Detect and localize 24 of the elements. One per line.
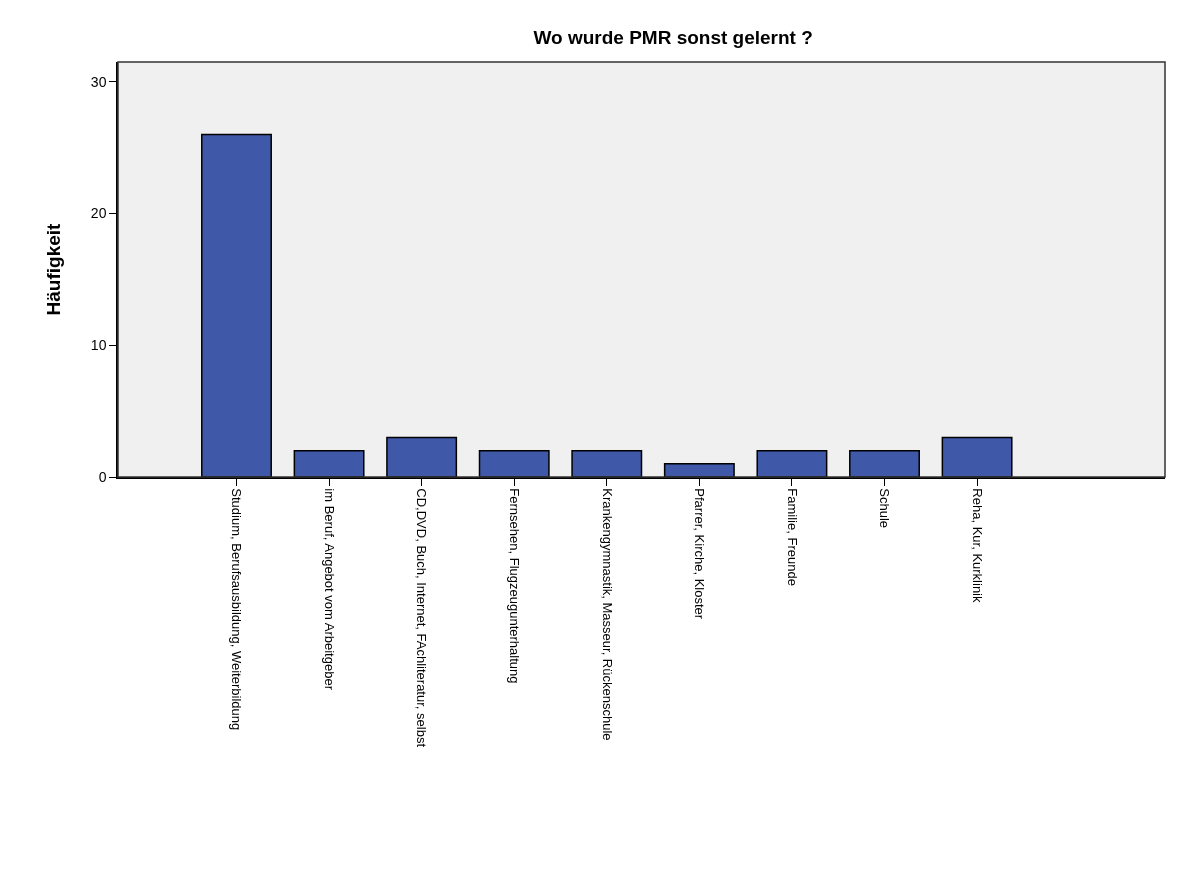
bar <box>663 463 735 477</box>
x-tick-label: Schule <box>877 488 893 529</box>
bar <box>756 449 828 477</box>
x-tick-label: Krankengymnastik, Masseur, Rückenschule <box>599 488 615 741</box>
x-tick-label: Studium, Berufsausbildung, Weiterbildung <box>229 488 245 731</box>
bar <box>571 449 643 477</box>
bar <box>386 436 458 477</box>
bar <box>849 449 920 477</box>
bar <box>293 449 365 477</box>
x-tick-label: Reha, Kur, Kurklinik <box>969 488 985 604</box>
x-tick-label: CD,DVD, Buch, Internet, FAchliteratur, selbst <box>414 488 430 748</box>
y-tick-label: 20 <box>90 205 107 222</box>
bar <box>941 436 1013 477</box>
y-tick-label: 0 <box>98 468 107 485</box>
x-tick-label: im Beruf, Angebot vom Arbeitgeber <box>321 488 337 691</box>
x-tick-label: Pfarrer, Kirche, Kloster <box>692 488 708 620</box>
chart-title: Wo wurde PMR sonst gelernt ? <box>533 27 813 49</box>
bar <box>478 449 550 477</box>
y-tick-label: 30 <box>90 73 107 90</box>
y-axis-title: Häufigkeit <box>43 222 65 316</box>
y-tick-label: 10 <box>90 337 107 354</box>
bar <box>201 133 272 477</box>
x-tick-label: Familie, Freunde <box>784 488 800 586</box>
x-tick-label: Fernsehen, Flugzeugunterhaltung <box>506 488 522 684</box>
